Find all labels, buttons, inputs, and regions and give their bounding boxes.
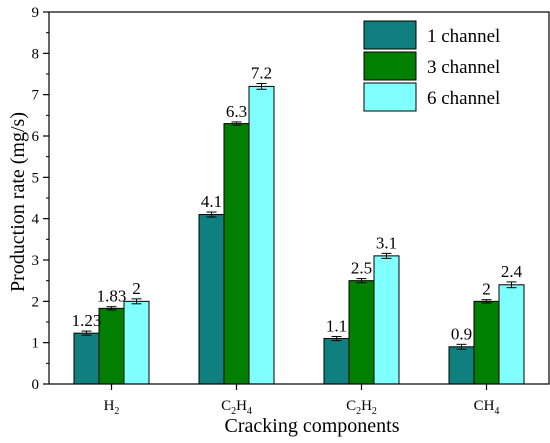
y-tick-label: 5 [32, 170, 40, 186]
legend-label: 6 channel [427, 88, 500, 109]
bars [73, 83, 525, 385]
x-tick-label: C2H2 [346, 398, 377, 417]
data-label: 2.5 [351, 259, 372, 278]
legend-swatch [363, 51, 417, 81]
legend-swatch [363, 20, 417, 50]
bar [373, 255, 400, 385]
bar [248, 85, 275, 385]
x-axis-title: Cracking components [225, 415, 400, 437]
bar [448, 346, 475, 385]
bar [473, 300, 500, 385]
y-tick-label: 0 [32, 377, 40, 393]
bar [498, 284, 525, 385]
data-label: 3.1 [376, 233, 397, 252]
data-label: 1.1 [326, 316, 347, 335]
data-label: 4.1 [201, 192, 222, 211]
data-label: 7.2 [251, 64, 272, 83]
bar [223, 123, 250, 385]
data-label: 2.4 [501, 262, 523, 281]
bar [348, 280, 375, 385]
y-tick-label: 1 [32, 336, 40, 352]
legend-label: 3 channel [427, 57, 500, 78]
legend-label: 1 channel [427, 26, 500, 47]
data-label: 0.9 [451, 324, 472, 343]
y-tick-label: 8 [32, 46, 40, 62]
bar [123, 300, 150, 385]
x-tick-label: H2 [104, 398, 120, 417]
x-tick-label: C2H4 [221, 398, 252, 417]
data-label: 2 [132, 279, 141, 298]
data-label: 6.3 [226, 102, 247, 121]
data-label: 2 [482, 280, 491, 299]
bar [73, 332, 100, 385]
legend: 1 channel 3 channel 6 channel [363, 20, 500, 112]
data-label: 1.83 [97, 287, 127, 306]
data-label: 1.23 [72, 311, 102, 330]
y-axis-title: Production rate (mg/s) [7, 112, 29, 292]
y-tick-label: 4 [32, 212, 40, 228]
bar [323, 338, 350, 385]
data-labels: 1.23 1.83 2 4.1 6.37.2 1.1 2.53.1 0.9 2 2.4 [72, 64, 523, 344]
axes: 0 1 2 3 4 5 6 7 8 9 H2 C2H4 C2H2 CH4 [32, 5, 550, 417]
bar [198, 214, 225, 385]
legend-swatch [363, 82, 417, 112]
y-tick-label: 7 [32, 88, 40, 104]
x-tick-label: CH4 [474, 398, 500, 417]
y-tick-label: 3 [32, 253, 40, 269]
y-tick-label: 9 [32, 5, 40, 21]
y-tick-label: 6 [32, 129, 40, 145]
y-tick-label: 2 [32, 294, 40, 310]
bar [98, 307, 125, 385]
